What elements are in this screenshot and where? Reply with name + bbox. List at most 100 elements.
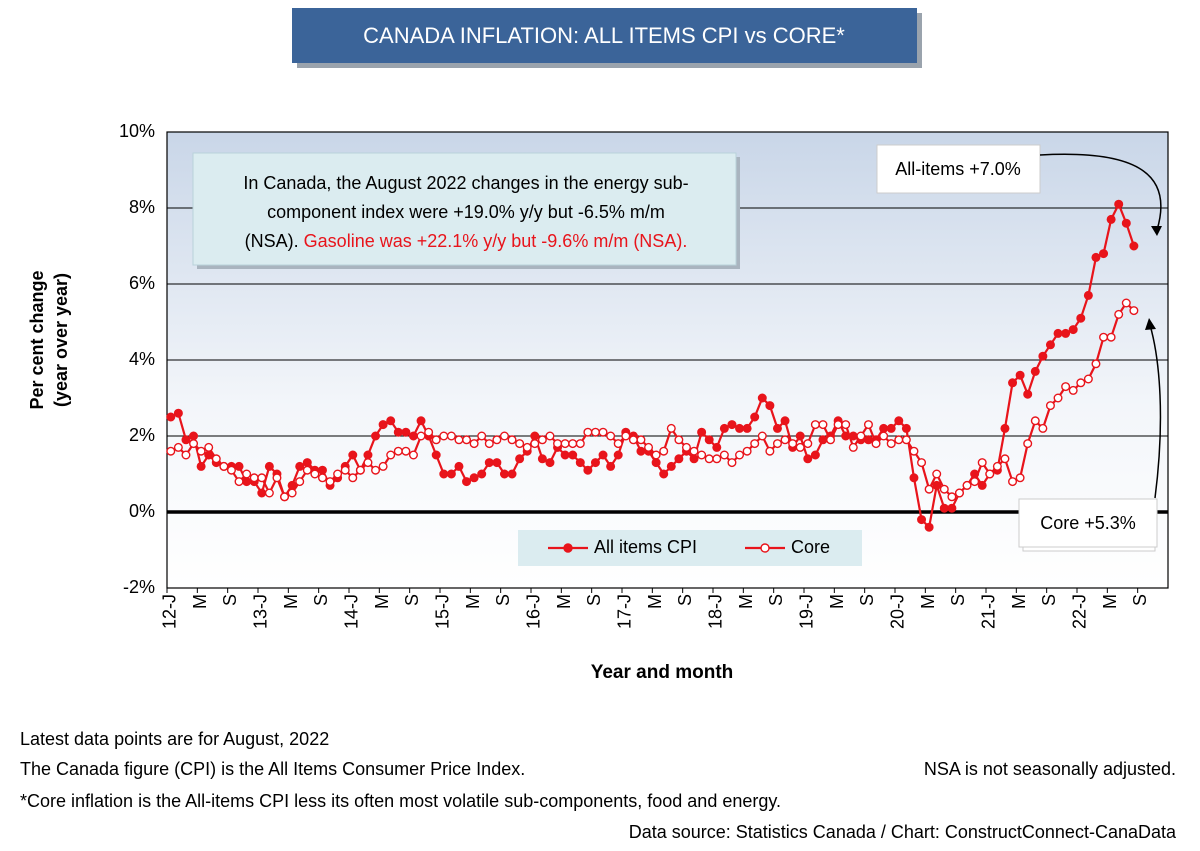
- point: [530, 439, 540, 449]
- x-tick-label: S: [857, 594, 877, 606]
- point: [1053, 328, 1063, 338]
- point: [166, 412, 176, 422]
- point: [681, 442, 691, 452]
- title-banner: [292, 8, 917, 63]
- point: [454, 435, 464, 445]
- point: [196, 461, 206, 471]
- point: [181, 450, 191, 460]
- point: [977, 480, 987, 490]
- point: [659, 469, 669, 479]
- x-tick-label: S: [311, 594, 331, 606]
- point: [189, 431, 199, 441]
- legend-label: All items CPI: [594, 537, 697, 557]
- point: [469, 439, 479, 449]
- legend-marker: [760, 543, 770, 553]
- x-tick-label: 21-J: [979, 594, 999, 629]
- point: [863, 420, 873, 430]
- arrowhead: [1145, 318, 1156, 330]
- point: [992, 461, 1002, 471]
- point: [651, 458, 661, 468]
- x-tick-label: M: [827, 594, 847, 609]
- point: [507, 469, 517, 479]
- point: [242, 469, 252, 479]
- x-tick-label: M: [1009, 594, 1029, 609]
- x-tick-label: M: [645, 594, 665, 609]
- point: [848, 442, 858, 452]
- footnote: Data source: Statistics Canada / Chart: …: [629, 822, 1177, 842]
- point: [697, 427, 707, 437]
- x-tick-label: S: [493, 594, 513, 606]
- point: [826, 435, 836, 445]
- x-tick-label: 15-J: [433, 594, 453, 629]
- point: [295, 461, 305, 471]
- point: [1061, 328, 1071, 338]
- point: [1121, 298, 1131, 308]
- point: [985, 469, 995, 479]
- point: [606, 431, 616, 441]
- footnote: Latest data points are for August, 2022: [20, 729, 329, 749]
- x-tick-label: S: [584, 594, 604, 606]
- point: [659, 446, 669, 456]
- point: [408, 450, 418, 460]
- point: [348, 450, 358, 460]
- x-tick-label: M: [190, 594, 210, 609]
- x-tick-label: 12-J: [160, 594, 180, 629]
- point: [348, 473, 358, 483]
- point: [856, 431, 866, 441]
- x-tick-label: M: [463, 594, 483, 609]
- point: [173, 408, 183, 418]
- chart-title: CANADA INFLATION: ALL ITEMS CPI vs CORE*: [363, 23, 845, 48]
- point: [181, 435, 191, 445]
- point: [583, 465, 593, 475]
- point: [416, 431, 426, 441]
- point: [841, 420, 851, 430]
- point: [439, 469, 449, 479]
- x-tick-label: 22-J: [1070, 594, 1090, 629]
- point: [507, 435, 517, 445]
- point: [727, 458, 737, 468]
- point: [264, 488, 274, 498]
- point: [211, 454, 221, 464]
- point: [1038, 351, 1048, 361]
- point: [340, 465, 350, 475]
- point: [1030, 366, 1040, 376]
- point: [894, 416, 904, 426]
- y-tick-label: -2%: [123, 577, 155, 597]
- x-tick-label: S: [1130, 594, 1150, 606]
- point: [765, 401, 775, 411]
- point: [257, 473, 267, 483]
- point: [1114, 309, 1124, 319]
- point: [568, 450, 578, 460]
- point: [712, 454, 722, 464]
- point: [1045, 401, 1055, 411]
- point: [727, 420, 737, 430]
- point: [378, 461, 388, 471]
- x-tick-label: M: [736, 594, 756, 609]
- y-tick-label: 4%: [129, 349, 155, 369]
- point: [772, 423, 782, 433]
- point: [924, 522, 934, 532]
- point: [977, 458, 987, 468]
- point: [742, 446, 752, 456]
- point: [719, 423, 729, 433]
- point: [1008, 477, 1018, 487]
- point: [1038, 423, 1048, 433]
- point: [651, 450, 661, 460]
- point: [499, 469, 509, 479]
- point: [1076, 313, 1086, 323]
- point: [1121, 218, 1131, 228]
- point: [166, 446, 176, 456]
- note-line: (NSA).: [245, 231, 299, 251]
- x-tick-label: M: [554, 594, 574, 609]
- point: [333, 469, 343, 479]
- x-tick-label: 17-J: [615, 594, 635, 629]
- point: [454, 461, 464, 471]
- point: [424, 427, 434, 437]
- point: [1015, 473, 1025, 483]
- point: [1023, 389, 1033, 399]
- point: [666, 423, 676, 433]
- point: [492, 458, 502, 468]
- point: [446, 431, 456, 441]
- point: [879, 431, 889, 441]
